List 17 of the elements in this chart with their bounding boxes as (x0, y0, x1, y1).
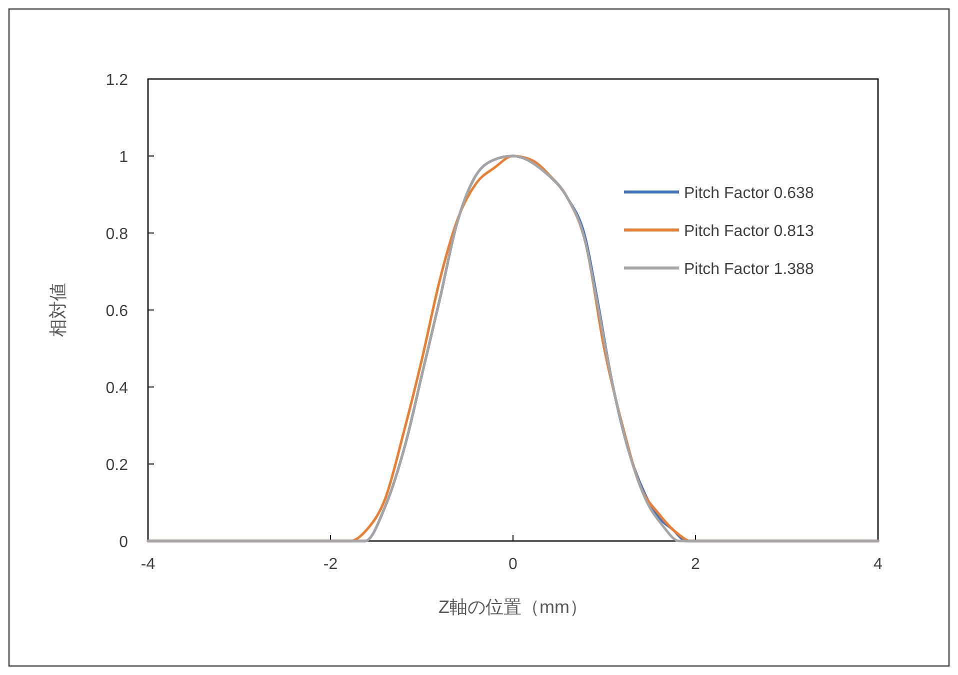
y-tick-label: 1 (119, 149, 128, 166)
y-tick-label: 1.2 (106, 72, 128, 89)
x-axis-title: Z軸の位置（mm） (438, 597, 588, 617)
x-tick-label: 4 (874, 556, 883, 573)
legend-label: Pitch Factor 0.813 (684, 223, 814, 240)
y-tick-label: 0.6 (106, 303, 128, 320)
y-tick-label: 0 (119, 534, 128, 551)
x-tick-label: -4 (140, 556, 156, 573)
x-tick-label: -2 (323, 556, 338, 573)
y-tick-label: 0.8 (106, 226, 128, 243)
x-tick-label: 2 (691, 556, 700, 573)
x-tick-label: 0 (508, 556, 518, 573)
legend-label: Pitch Factor 1.388 (684, 261, 814, 278)
y-tick-label: 0.4 (106, 380, 128, 397)
legend-label: Pitch Factor 0.638 (684, 185, 814, 202)
y-axis-title: 相対値 (48, 283, 68, 337)
y-tick-label: 0.2 (106, 457, 128, 474)
